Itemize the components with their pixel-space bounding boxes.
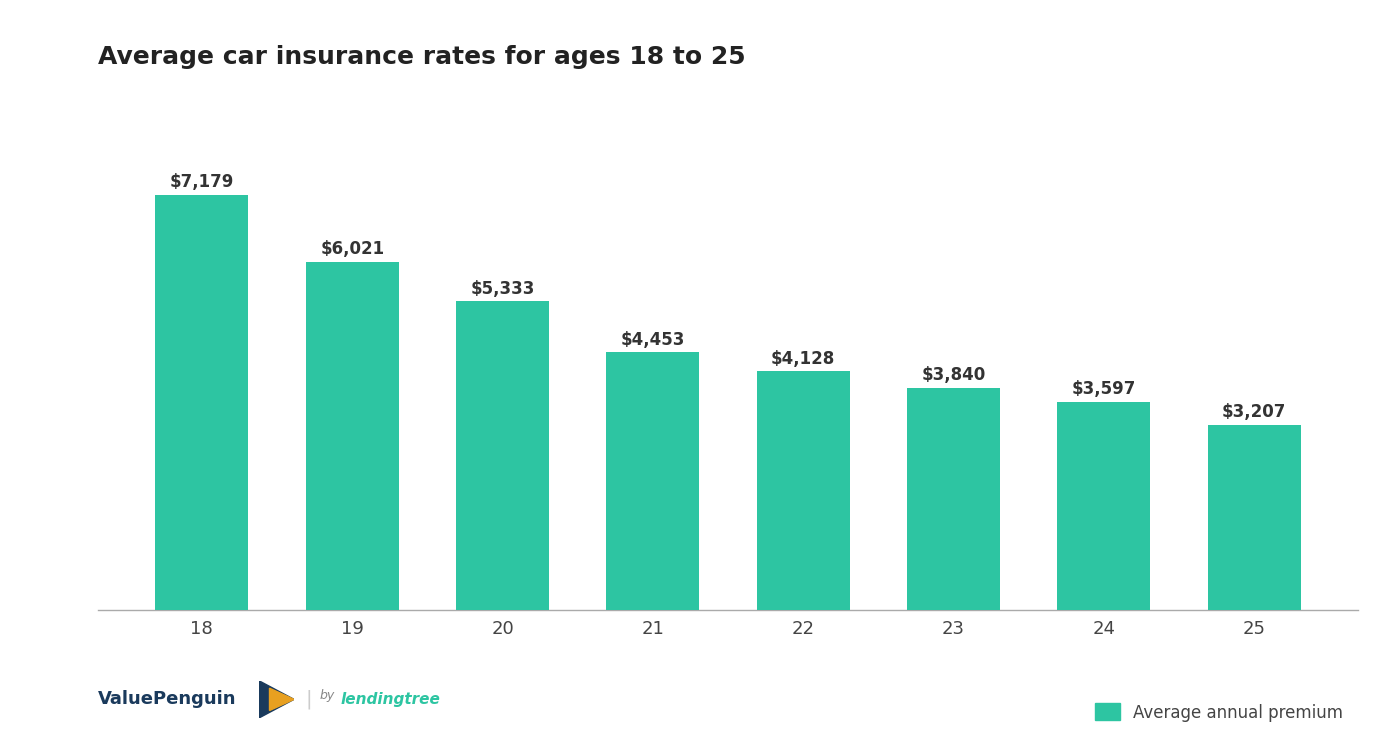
Polygon shape [269,688,294,711]
Text: $5,333: $5,333 [470,280,535,298]
Bar [606,353,700,610]
Text: ValuePenguin: ValuePenguin [98,690,237,708]
Text: $4,453: $4,453 [620,331,685,349]
Bar [456,301,549,610]
Text: lendingtree: lendingtree [340,692,440,707]
Legend: Average annual premium: Average annual premium [1088,696,1350,728]
Bar [907,388,1000,610]
Text: $7,179: $7,179 [169,173,234,191]
Text: $3,840: $3,840 [921,366,986,385]
Bar [155,195,248,610]
Text: by: by [319,689,335,702]
Bar [1208,425,1301,610]
Bar [305,262,399,610]
Polygon shape [259,681,294,718]
Bar [756,371,850,610]
Text: Average car insurance rates for ages 18 to 25: Average car insurance rates for ages 18 … [98,45,746,69]
Bar [1057,402,1151,610]
Text: $6,021: $6,021 [321,240,384,258]
Text: $4,128: $4,128 [771,350,836,368]
Text: $3,207: $3,207 [1222,403,1287,421]
Text: $3,597: $3,597 [1071,380,1135,399]
Text: |: | [305,690,312,709]
